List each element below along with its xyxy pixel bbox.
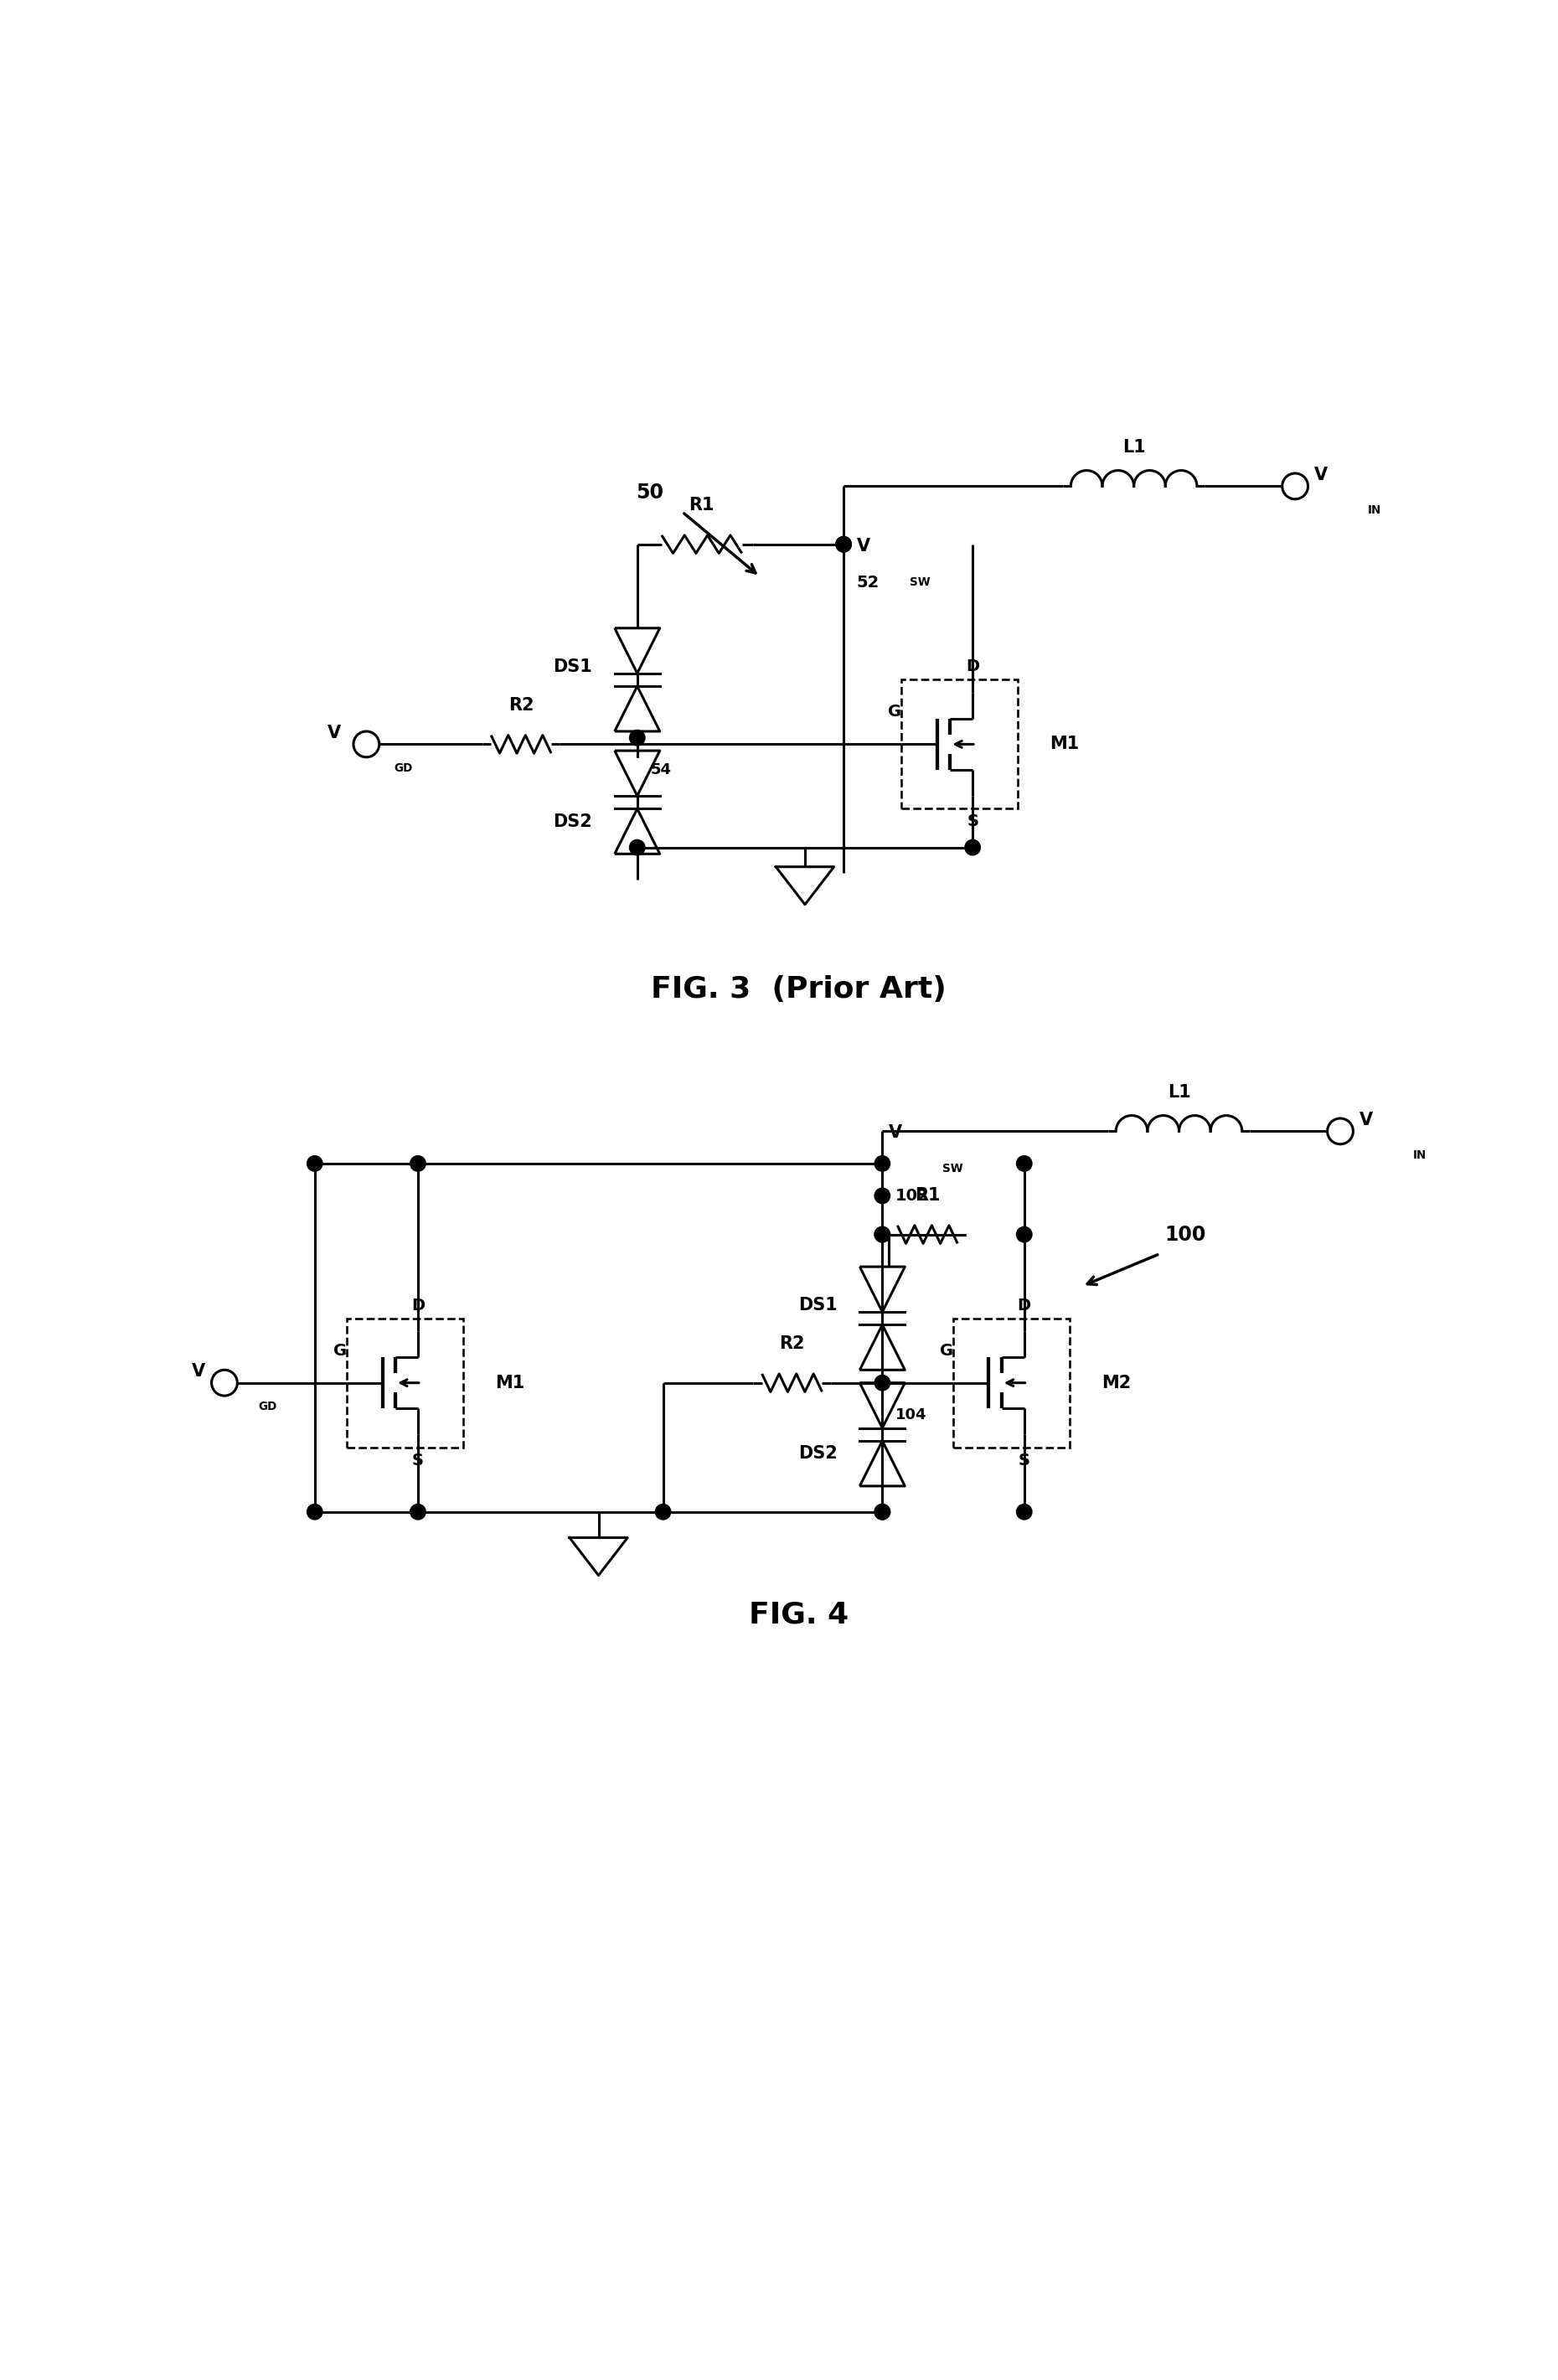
Text: DS2: DS2: [553, 814, 592, 831]
Bar: [347, 1319, 463, 1447]
Circle shape: [629, 840, 645, 854]
Text: V: V: [327, 724, 341, 740]
Text: FIG. 4: FIG. 4: [748, 1602, 849, 1630]
Text: G: G: [888, 704, 902, 719]
Circle shape: [307, 1504, 323, 1518]
Circle shape: [874, 1226, 890, 1242]
Text: R1: R1: [915, 1188, 939, 1204]
Text: FIG. 3  (Prior Art): FIG. 3 (Prior Art): [651, 976, 946, 1004]
Text: SW: SW: [910, 576, 930, 588]
Text: V: V: [192, 1364, 206, 1380]
Text: IN: IN: [1368, 505, 1382, 516]
Circle shape: [410, 1157, 425, 1171]
Text: R2: R2: [508, 697, 534, 714]
Circle shape: [656, 1504, 671, 1518]
Text: V: V: [1360, 1111, 1373, 1128]
Circle shape: [629, 731, 645, 745]
Circle shape: [874, 1504, 890, 1518]
Text: R1: R1: [689, 497, 715, 514]
Circle shape: [837, 536, 851, 552]
Text: V: V: [888, 1123, 902, 1140]
Circle shape: [874, 1504, 890, 1518]
Text: 102: 102: [896, 1188, 929, 1204]
Text: G: G: [333, 1342, 347, 1359]
Circle shape: [964, 840, 980, 854]
Circle shape: [307, 1157, 323, 1171]
Text: 100: 100: [1165, 1223, 1206, 1245]
Circle shape: [874, 1157, 890, 1171]
Text: DS1: DS1: [553, 659, 592, 676]
Text: D: D: [966, 659, 980, 676]
Text: 52: 52: [857, 576, 879, 590]
Text: SW: SW: [943, 1161, 963, 1173]
Text: IN: IN: [1413, 1150, 1427, 1161]
Text: L1: L1: [1122, 440, 1145, 457]
Text: 50: 50: [636, 483, 664, 502]
Text: M1: M1: [1050, 735, 1080, 752]
Text: DS2: DS2: [798, 1445, 837, 1461]
Text: GD: GD: [259, 1402, 277, 1414]
Text: GD: GD: [394, 762, 413, 774]
Circle shape: [874, 1226, 890, 1242]
Text: 54: 54: [650, 762, 671, 778]
Circle shape: [874, 1376, 890, 1390]
Text: D: D: [411, 1297, 425, 1314]
Text: S: S: [411, 1452, 424, 1468]
Text: S: S: [968, 814, 978, 831]
Circle shape: [837, 536, 851, 552]
Text: S: S: [1019, 1452, 1030, 1468]
Bar: [953, 1319, 1069, 1447]
Text: M2: M2: [1102, 1376, 1131, 1392]
Text: L1: L1: [1167, 1085, 1190, 1102]
Bar: [902, 681, 1017, 809]
Circle shape: [1016, 1226, 1031, 1242]
Text: M1: M1: [495, 1376, 525, 1392]
Circle shape: [874, 1188, 890, 1204]
Circle shape: [410, 1504, 425, 1518]
Text: V: V: [1315, 466, 1327, 483]
Circle shape: [1016, 1157, 1031, 1171]
Text: DS1: DS1: [798, 1297, 837, 1314]
Text: 104: 104: [896, 1407, 927, 1423]
Circle shape: [1016, 1504, 1031, 1518]
Text: R2: R2: [779, 1335, 805, 1352]
Text: D: D: [1017, 1297, 1031, 1314]
Text: V: V: [857, 538, 869, 555]
Text: G: G: [939, 1342, 953, 1359]
